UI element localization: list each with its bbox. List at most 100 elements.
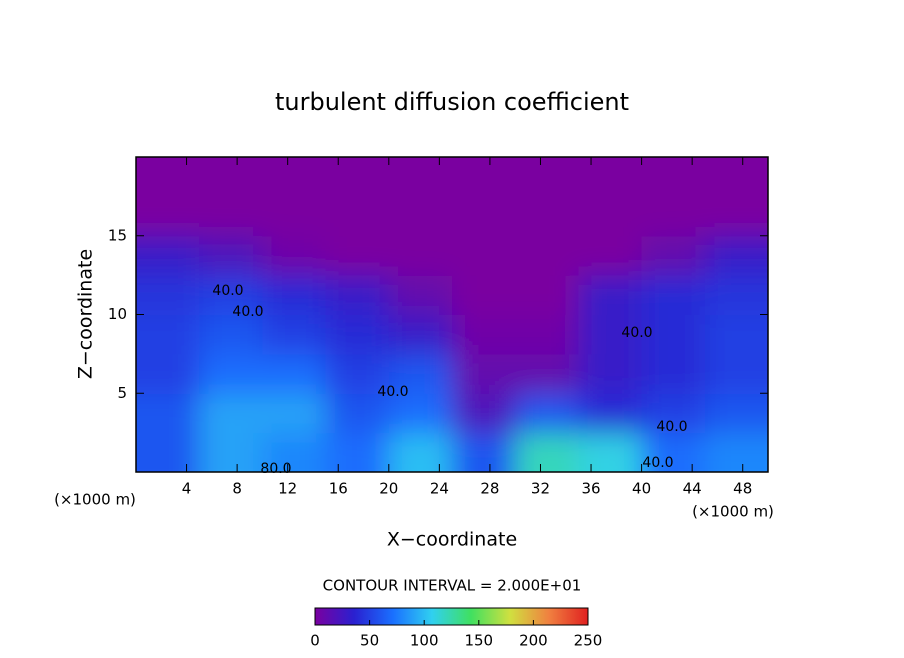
cell <box>704 393 768 434</box>
cell <box>199 275 263 315</box>
cell <box>704 196 768 237</box>
cell <box>515 314 579 355</box>
cell <box>578 432 643 472</box>
cell <box>704 235 768 276</box>
cell <box>325 393 390 434</box>
y-axis-label: Z−coordinate <box>75 249 97 379</box>
colorbar-tick-label: 50 <box>360 632 379 650</box>
cell <box>136 393 200 434</box>
cell <box>641 196 706 237</box>
cell <box>262 432 327 472</box>
cell <box>578 196 643 237</box>
cell <box>641 353 706 394</box>
cell <box>388 275 453 315</box>
cell <box>641 235 706 276</box>
contour-label: 40.0 <box>377 384 408 400</box>
cell <box>515 353 579 394</box>
cell <box>515 432 579 472</box>
x-tick-label: 12 <box>278 480 297 498</box>
x-tick-label: 4 <box>182 480 192 498</box>
cell <box>704 432 768 472</box>
cell <box>136 353 200 394</box>
cell <box>641 157 706 197</box>
cell <box>578 235 643 276</box>
cell <box>515 393 579 434</box>
cell <box>262 275 327 315</box>
contour-label: 40.0 <box>232 304 263 320</box>
cell <box>136 432 200 472</box>
y-tick-label: 10 <box>108 305 127 323</box>
colorbar-tick-label: 200 <box>519 632 548 650</box>
cell <box>641 393 706 434</box>
cell <box>325 353 390 394</box>
x-tick-label: 36 <box>581 480 600 498</box>
cell <box>388 235 453 276</box>
cell <box>388 314 453 355</box>
cell <box>578 157 643 197</box>
cell <box>262 393 327 434</box>
cell <box>452 235 516 276</box>
cell <box>262 196 327 237</box>
cell <box>325 432 390 472</box>
cell <box>325 196 390 237</box>
cell <box>578 275 643 315</box>
contour-label: 80.0 <box>260 461 291 477</box>
cell <box>136 235 200 276</box>
cell <box>388 196 453 237</box>
colorbar-tick-label: 250 <box>574 632 603 650</box>
cell <box>325 314 390 355</box>
cell <box>452 314 516 355</box>
cell <box>388 432 453 472</box>
cell <box>136 275 200 315</box>
cell <box>388 393 453 434</box>
x-tick-label: 20 <box>379 480 398 498</box>
cell <box>136 157 200 197</box>
contour-label: 40.0 <box>621 325 652 341</box>
x-tick-label: 44 <box>683 480 702 498</box>
x-unit: (×1000 m) <box>54 491 136 509</box>
contour-label: 40.0 <box>656 419 687 435</box>
contour-label: 40.0 <box>212 283 243 299</box>
cell <box>325 235 390 276</box>
colorbar-tick-label: 0 <box>310 632 320 650</box>
contour-label: 40.0 <box>642 455 673 471</box>
cell <box>704 314 768 355</box>
cell <box>199 235 263 276</box>
y-tick-label: 5 <box>117 384 127 402</box>
cell <box>452 157 516 197</box>
cell <box>515 275 579 315</box>
x-tick-label: 32 <box>531 480 550 498</box>
field <box>136 157 768 472</box>
cell <box>704 157 768 197</box>
x-tick-label: 16 <box>329 480 348 498</box>
cell <box>199 393 263 434</box>
cell <box>578 393 643 434</box>
cell <box>262 235 327 276</box>
cell <box>452 275 516 315</box>
cell <box>199 196 263 237</box>
x-unit: (×1000 m) <box>692 503 774 521</box>
cell <box>262 157 327 197</box>
cell <box>452 393 516 434</box>
cell <box>199 314 263 355</box>
x-tick-label: 8 <box>232 480 242 498</box>
x-tick-label: 24 <box>430 480 449 498</box>
cell <box>136 196 200 237</box>
cell <box>199 157 263 197</box>
cell <box>199 353 263 394</box>
x-axis-label: X−coordinate <box>387 529 517 551</box>
cell <box>578 353 643 394</box>
cell <box>262 314 327 355</box>
cell <box>452 196 516 237</box>
cell <box>641 314 706 355</box>
x-tick-label: 28 <box>480 480 499 498</box>
cell <box>641 275 706 315</box>
cell <box>704 275 768 315</box>
chart-title: turbulent diffusion coefficient <box>275 88 629 116</box>
cell <box>452 432 516 472</box>
cell <box>578 314 643 355</box>
cell <box>262 353 327 394</box>
cell <box>452 353 516 394</box>
cell <box>704 353 768 394</box>
x-tick-label: 48 <box>733 480 752 498</box>
